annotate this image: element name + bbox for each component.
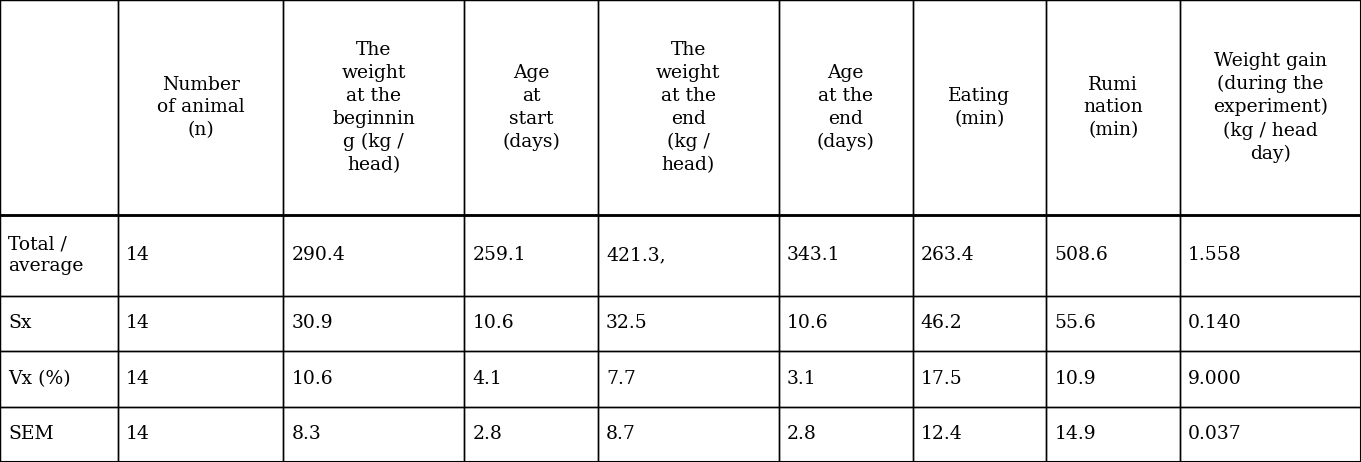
Text: The
weight
at the
beginnin
g (kg /
head): The weight at the beginnin g (kg / head): [332, 41, 415, 174]
Text: 17.5: 17.5: [921, 370, 962, 388]
Text: 32.5: 32.5: [606, 315, 648, 332]
Text: Weight gain
(during the
experiment)
(kg / head
day): Weight gain (during the experiment) (kg …: [1213, 52, 1328, 163]
Bar: [0, 351, 118, 407]
Bar: [283, 0, 464, 215]
Bar: [778, 407, 913, 462]
Bar: [913, 296, 1047, 351]
Bar: [118, 0, 283, 215]
Text: 14.9: 14.9: [1055, 426, 1096, 443]
Text: Number
of animal
(n): Number of animal (n): [157, 75, 245, 140]
Bar: [1180, 351, 1361, 407]
Bar: [283, 407, 464, 462]
Bar: [778, 0, 913, 215]
Bar: [1047, 351, 1180, 407]
Bar: [283, 215, 464, 296]
Bar: [1180, 296, 1361, 351]
Bar: [283, 296, 464, 351]
Bar: [1047, 215, 1180, 296]
Bar: [464, 296, 597, 351]
Text: 7.7: 7.7: [606, 370, 636, 388]
Text: 421.3,: 421.3,: [606, 246, 666, 264]
Text: 0.140: 0.140: [1188, 315, 1243, 332]
Text: 2.8: 2.8: [472, 426, 502, 443]
Text: 8.7: 8.7: [606, 426, 636, 443]
Text: Age
at the
end
(days): Age at the end (days): [817, 64, 875, 151]
Bar: [283, 351, 464, 407]
Text: 12.4: 12.4: [921, 426, 962, 443]
Bar: [0, 407, 118, 462]
Bar: [778, 296, 913, 351]
Text: 55.6: 55.6: [1055, 315, 1096, 332]
Bar: [118, 296, 283, 351]
Bar: [778, 351, 913, 407]
Bar: [1180, 0, 1361, 215]
Text: 4.1: 4.1: [472, 370, 502, 388]
Text: 3.1: 3.1: [787, 370, 817, 388]
Text: 290.4: 290.4: [291, 246, 346, 264]
Text: 10.6: 10.6: [291, 370, 333, 388]
Bar: [464, 0, 597, 215]
Text: 8.3: 8.3: [291, 426, 321, 443]
Text: 343.1: 343.1: [787, 246, 841, 264]
Bar: [913, 351, 1047, 407]
Text: 9.000: 9.000: [1188, 370, 1243, 388]
Bar: [464, 351, 597, 407]
Text: Rumi
nation
(min): Rumi nation (min): [1083, 75, 1143, 140]
Bar: [118, 215, 283, 296]
Text: 259.1: 259.1: [472, 246, 525, 264]
Text: 10.6: 10.6: [472, 315, 514, 332]
Text: 46.2: 46.2: [921, 315, 962, 332]
Text: 14: 14: [127, 315, 150, 332]
Text: 1.558: 1.558: [1188, 246, 1243, 264]
Text: 263.4: 263.4: [921, 246, 974, 264]
Bar: [1180, 215, 1361, 296]
Bar: [1047, 0, 1180, 215]
Bar: [464, 215, 597, 296]
Bar: [597, 215, 778, 296]
Text: Eating
(min): Eating (min): [949, 87, 1010, 128]
Bar: [464, 407, 597, 462]
Bar: [0, 296, 118, 351]
Bar: [597, 407, 778, 462]
Text: 0.037: 0.037: [1188, 426, 1243, 443]
Text: 30.9: 30.9: [291, 315, 333, 332]
Text: 14: 14: [127, 426, 150, 443]
Bar: [1047, 296, 1180, 351]
Bar: [913, 0, 1047, 215]
Text: 10.9: 10.9: [1055, 370, 1096, 388]
Bar: [913, 215, 1047, 296]
Text: Sx: Sx: [8, 315, 31, 332]
Text: Vx (%): Vx (%): [8, 370, 71, 388]
Text: Age
at
start
(days): Age at start (days): [502, 64, 559, 151]
Text: 2.8: 2.8: [787, 426, 817, 443]
Text: 14: 14: [127, 370, 150, 388]
Text: 10.6: 10.6: [787, 315, 829, 332]
Text: The
weight
at the
end
(kg /
head): The weight at the end (kg / head): [656, 41, 720, 174]
Text: Total /
average: Total / average: [8, 235, 83, 275]
Bar: [118, 407, 283, 462]
Bar: [1047, 407, 1180, 462]
Bar: [597, 296, 778, 351]
Bar: [1180, 407, 1361, 462]
Text: 14: 14: [127, 246, 150, 264]
Bar: [597, 351, 778, 407]
Text: 508.6: 508.6: [1055, 246, 1108, 264]
Bar: [0, 0, 118, 215]
Bar: [0, 215, 118, 296]
Text: SEM: SEM: [8, 426, 54, 443]
Bar: [778, 215, 913, 296]
Bar: [913, 407, 1047, 462]
Bar: [118, 351, 283, 407]
Bar: [597, 0, 778, 215]
